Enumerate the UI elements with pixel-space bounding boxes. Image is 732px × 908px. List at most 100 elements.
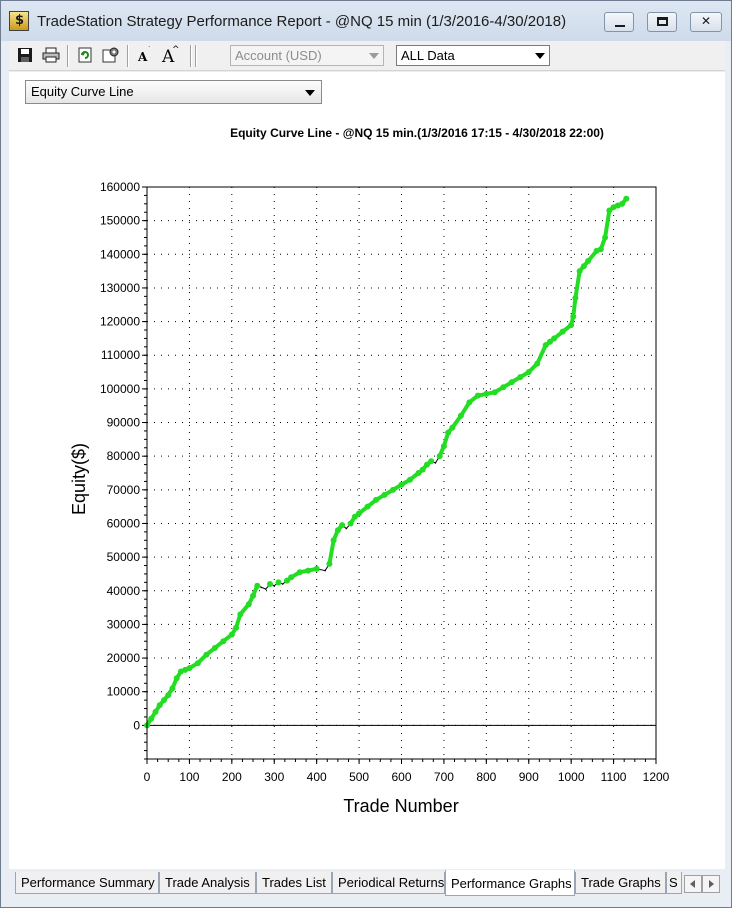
y-tick-label: 70000 [107,483,141,497]
tab-trades-list[interactable]: Trades List [256,872,332,894]
y-tick-label: 0 [133,718,140,732]
data-range-select-value: ALL Data [401,48,455,63]
x-tick-label: 0 [144,770,151,784]
equity-high-segment [251,583,260,598]
tab-truncated[interactable]: S [666,872,682,894]
svg-text:^: ^ [172,45,180,55]
svg-text:A: A [161,47,175,65]
tab-trade-analysis[interactable]: Trade Analysis [159,872,256,894]
equity-high-segment [603,208,612,240]
data-range-select[interactable]: ALL Data [396,45,550,66]
settings-icon [102,47,119,63]
tab-performance-graphs[interactable]: Performance Graphs [445,870,575,896]
x-tick-label: 1100 [601,770,627,784]
x-tick-label: 500 [349,770,369,784]
tab-periodical-returns[interactable]: Periodical Returns [332,872,445,894]
tab-scroll-right-button[interactable] [702,875,720,893]
x-tick-label: 1000 [558,770,585,784]
equity-point [434,462,437,464]
graph-type-select-value: Equity Curve Line [31,84,134,99]
equity-point [281,583,284,585]
settings-button[interactable] [101,45,121,65]
font-decrease-button[interactable]: A ˇ [135,45,155,65]
x-tick-label: 600 [391,770,411,784]
equity-high-segment [441,430,451,449]
save-button[interactable] [15,45,35,65]
x-tick-label: 800 [476,770,496,784]
maximize-icon [657,17,668,26]
y-tick-label: 160000 [100,180,140,194]
tab-label: S [669,875,678,890]
minimize-button[interactable] [604,12,634,32]
x-tick-label: 400 [307,770,327,784]
x-tick-label: 100 [179,770,199,784]
close-button[interactable]: ✕ [690,12,722,32]
title-bar[interactable]: TradeStation Strategy Performance Report… [1,1,731,41]
y-tick-label: 150000 [100,214,140,228]
y-tick-label: 30000 [107,617,141,631]
minimize-icon [615,25,625,27]
tradestation-app-icon [9,11,29,31]
y-axis-label: Equity($) [69,443,89,515]
x-tick-label: 200 [222,770,242,784]
y-tick-label: 50000 [107,550,141,564]
toolbar-separator [127,45,129,67]
y-tick-label: 10000 [107,685,141,699]
x-tick-label: 1200 [643,770,670,784]
refresh-button[interactable] [75,45,95,65]
tab-label: Performance Summary [21,875,155,890]
x-tick-label: 700 [434,770,454,784]
tab-label: Trade Analysis [165,875,250,890]
plot-area-border [146,186,657,760]
account-select-value: Account (USD) [235,48,322,63]
toolbar: A ˇ A ^ Account (USD) ALL Data [9,41,725,71]
equity-point [345,527,348,530]
equity-high-segment [571,296,578,319]
maximize-button[interactable] [647,12,677,32]
font-increase-icon: A ^ [161,45,180,65]
equity-high-segment [620,196,629,206]
equity-high-segment [598,235,608,252]
equity-point [324,569,326,572]
tab-label: Trade Graphs [581,875,661,890]
tab-scroll-left-button[interactable] [684,875,702,893]
print-button[interactable] [41,45,61,65]
font-increase-button[interactable]: A ^ [161,45,181,65]
equity-point [260,586,263,589]
equity-point [267,581,274,588]
equity-high-segment [327,538,336,566]
y-tick-label: 80000 [107,449,141,463]
y-tick-label: 140000 [100,247,140,261]
toolbar-separator [195,45,197,67]
equity-high-segment [424,459,434,467]
x-tick-label: 300 [264,770,284,784]
graph-type-select[interactable]: Equity Curve Line [25,80,322,104]
svg-text:A: A [137,50,148,64]
equity-high-segment [234,612,243,630]
chevron-right-icon [709,880,714,888]
x-axis-label: Trade Number [343,796,458,816]
performance-graphs-panel: Equity Curve Line Equity Curve Line - @N… [9,72,725,869]
tab-trade-graphs[interactable]: Trade Graphs [575,872,666,894]
chart-title: Equity Curve Line - @NQ 15 min.(1/3/2016… [230,126,604,140]
tab-performance-summary[interactable]: Performance Summary [15,872,159,894]
account-select[interactable]: Account (USD) [230,45,384,66]
equity-high-segment [586,248,599,264]
equity-high-segment [306,566,319,573]
print-icon [42,47,60,63]
chevron-down-icon [535,53,545,59]
x-tick-label: 900 [519,770,539,784]
equity-high-segment [573,269,582,301]
equity-point [264,588,267,590]
close-icon: ✕ [700,14,712,28]
toolbar-separator [190,45,192,67]
equity-point [273,584,276,587]
equity-curve-chart: Equity Curve Line - @NQ 15 min.(1/3/2016… [69,126,670,816]
y-tick-label: 20000 [107,651,141,665]
equity-high-segment [450,413,463,430]
chevron-left-icon [690,880,695,888]
y-tick-label: 120000 [100,315,140,329]
y-tick-label: 100000 [100,382,140,396]
y-tick-label: 40000 [107,584,141,598]
